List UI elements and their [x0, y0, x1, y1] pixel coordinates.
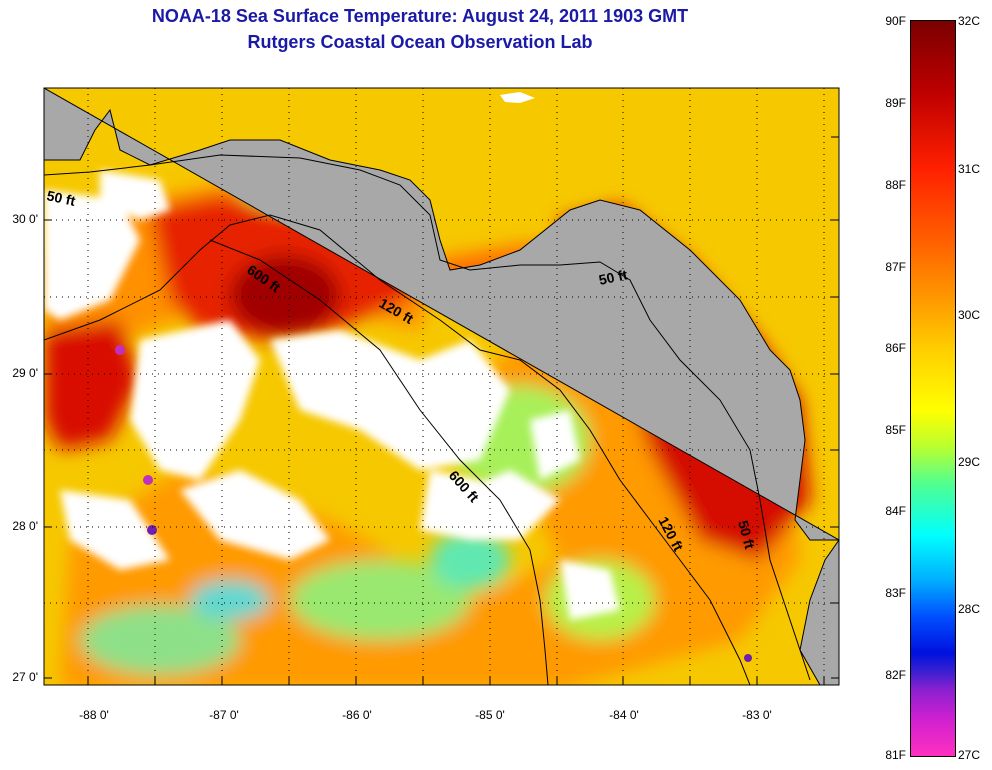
- colorbar-f-label: 84F: [885, 504, 906, 518]
- lon-label: -85 0': [475, 708, 505, 722]
- colorbar-c-label: 30C: [958, 308, 981, 322]
- artifact: [115, 345, 125, 355]
- colorbar-f-label: 83F: [885, 586, 906, 600]
- map-title: NOAA-18 Sea Surface Temperature: August …: [151, 6, 689, 26]
- cool-region: [290, 560, 470, 640]
- cloud-area: [560, 560, 620, 620]
- lon-label: -83 0': [742, 708, 772, 722]
- cloud-area: [180, 470, 330, 560]
- contour-label: 50 ft: [45, 187, 77, 209]
- colorbar-f-label: 90F: [885, 14, 906, 28]
- colorbar: [910, 20, 956, 757]
- lon-label: -86 0': [342, 708, 372, 722]
- lon-label: -88 0': [79, 708, 109, 722]
- artifact: [143, 475, 153, 485]
- colorbar-f-label: 81F: [885, 748, 906, 762]
- colorbar-c-label: 29C: [958, 455, 981, 469]
- cloud-area: [44, 190, 140, 320]
- colorbar-f-label: 87F: [885, 260, 906, 274]
- contour-line: [209, 239, 549, 685]
- cloud-area: [100, 170, 170, 220]
- colorbar-c-label: 28C: [958, 602, 981, 616]
- contour-line: [44, 154, 811, 681]
- cloud-area: [440, 470, 560, 540]
- cool-region: [190, 580, 270, 620]
- colorbar-c-label: 27C: [958, 748, 981, 762]
- colorbar-f-label: 82F: [885, 668, 906, 682]
- colorbar-c-label: 32C: [958, 14, 981, 28]
- contour-label: 50 ft: [597, 266, 629, 288]
- cool-region: [80, 605, 240, 675]
- colorbar-f-label: 88F: [885, 178, 906, 192]
- colorbar-c-label: 31C: [958, 162, 981, 176]
- contour-line: [44, 214, 751, 685]
- lon-label: -87 0': [209, 708, 239, 722]
- lat-label: 28 0': [12, 519, 38, 533]
- colorbar-f-label: 85F: [885, 423, 906, 437]
- cloud-area: [530, 410, 580, 480]
- contour-label: 50 ft: [735, 519, 758, 551]
- cloud-area: [270, 330, 510, 470]
- island: [500, 92, 535, 103]
- map-frame: [43, 87, 840, 686]
- lat-label: 27 0': [12, 670, 38, 684]
- map-subtitle: Rutgers Coastal Ocean Observation Lab: [247, 32, 593, 52]
- hot-core: [230, 255, 340, 335]
- colorbar-f-label: 86F: [885, 341, 906, 355]
- colorbar-f-label: 89F: [885, 96, 906, 110]
- lat-label: 29 0': [12, 366, 38, 380]
- lon-label: -84 0': [609, 708, 639, 722]
- land: [44, 88, 839, 685]
- artifact: [744, 654, 752, 662]
- cloud-area: [130, 320, 260, 480]
- lat-label: 30 0': [12, 212, 38, 226]
